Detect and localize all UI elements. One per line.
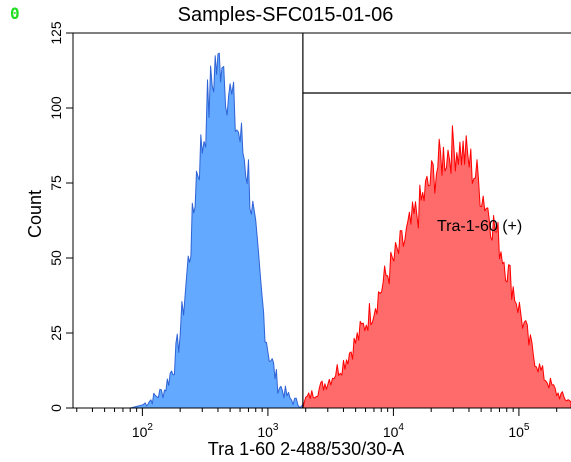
y-tick-label: 75	[48, 175, 64, 191]
y-tick-label: 100	[48, 96, 64, 120]
control-histogram	[72, 52, 307, 409]
chart-title: Samples-SFC015-01-06	[177, 4, 394, 26]
y-tick-label: 25	[48, 325, 64, 341]
y-tick-label: 125	[48, 21, 64, 45]
x-axis-title: Tra 1-60 2-488/530/30-A	[208, 439, 404, 459]
x-tick-label: 104	[383, 422, 405, 440]
panel-label: 0	[10, 4, 20, 23]
gate-label: Tra-1-60 (+)	[437, 218, 522, 235]
y-axis-title: Count	[25, 190, 45, 238]
x-tick-label: 102	[132, 422, 154, 440]
positive-histogram	[302, 125, 571, 409]
y-tick-label: 0	[48, 404, 64, 412]
x-tick-label: 103	[257, 422, 279, 440]
x-tick-label: 105	[508, 422, 530, 440]
y-tick-label: 50	[48, 250, 64, 266]
